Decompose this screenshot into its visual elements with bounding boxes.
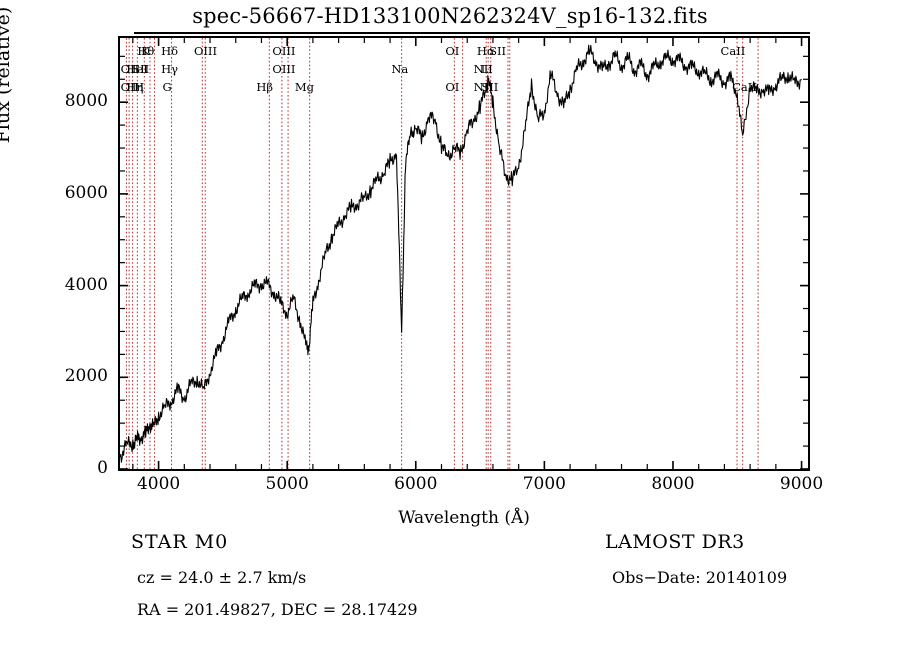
- x-tick-label: 7000: [522, 474, 566, 494]
- spectral-line-label: NII: [473, 62, 493, 76]
- ra-dec-value: RA = 201.49827, DEC = 28.17429: [137, 600, 418, 619]
- cz-value: cz = 24.0 ± 2.7 km/s: [137, 568, 307, 587]
- spectral-line-label: H: [134, 80, 145, 94]
- spectral-line-label: OII: [120, 62, 140, 76]
- x-tick-label: 5000: [265, 474, 309, 494]
- y-tick-label: 0: [97, 458, 108, 478]
- spectral-line-label: OII: [120, 80, 140, 94]
- spectral-line-label: Hθ: [137, 44, 155, 58]
- spectral-line-label: OIII: [272, 62, 296, 76]
- spectral-line-label: CaII: [732, 80, 757, 94]
- x-tick-label: 9000: [779, 474, 824, 494]
- spectral-line-label: OI: [445, 44, 460, 58]
- footer-info: STAR M0 cz = 24.0 ± 2.7 km/s RA = 201.49…: [0, 520, 900, 649]
- spectral-line-label: Mg: [294, 80, 315, 94]
- plot-frame: [118, 36, 810, 471]
- x-tick-label: 8000: [651, 474, 695, 494]
- obs-date: Obs−Date: 20140109: [612, 568, 788, 587]
- spectrum-plot: [119, 38, 808, 470]
- spectral-line-label: Li: [480, 62, 493, 76]
- spectral-line-label: SII: [489, 44, 507, 58]
- spectral-line-label: Hη: [126, 80, 144, 94]
- spectral-line-label: Na: [391, 62, 409, 76]
- spectral-line-label: Hδ: [161, 44, 179, 58]
- y-tick-label: 2000: [64, 366, 108, 387]
- survey-name: LAMOST DR3: [605, 531, 745, 553]
- y-tick-label: 8000: [64, 91, 108, 112]
- spectral-line-label: Hβ: [256, 80, 273, 94]
- spectral-line-label: Hα: [476, 44, 495, 58]
- spectral-line-label: OIII: [272, 44, 296, 58]
- spectral-line-label: SII: [132, 62, 150, 76]
- page-title: spec-56667-HD133100N262324V_sp16-132.fit…: [192, 4, 708, 28]
- star-type: STAR M0: [131, 531, 229, 553]
- spectral-line-label: HeI: [126, 62, 148, 76]
- spectral-line-label: K: [141, 44, 150, 58]
- spectral-line-label: NII: [473, 80, 493, 94]
- spectral-line-label: SII: [481, 80, 499, 94]
- spectral-line-label: OIII: [193, 44, 217, 58]
- y-tick-label: 4000: [64, 274, 108, 295]
- spectral-line-label: CaII: [720, 44, 746, 58]
- spectral-line-label: Hγ: [161, 62, 179, 76]
- y-tick-label: 6000: [64, 182, 108, 203]
- spectral-line-label: OI: [445, 80, 460, 94]
- x-tick-label: 6000: [394, 474, 438, 494]
- x-tick-label: 4000: [136, 474, 181, 494]
- title-underline: [134, 32, 810, 34]
- spectral-line-label: G: [162, 80, 172, 94]
- x-axis-label: Wavelength (Å): [398, 508, 530, 528]
